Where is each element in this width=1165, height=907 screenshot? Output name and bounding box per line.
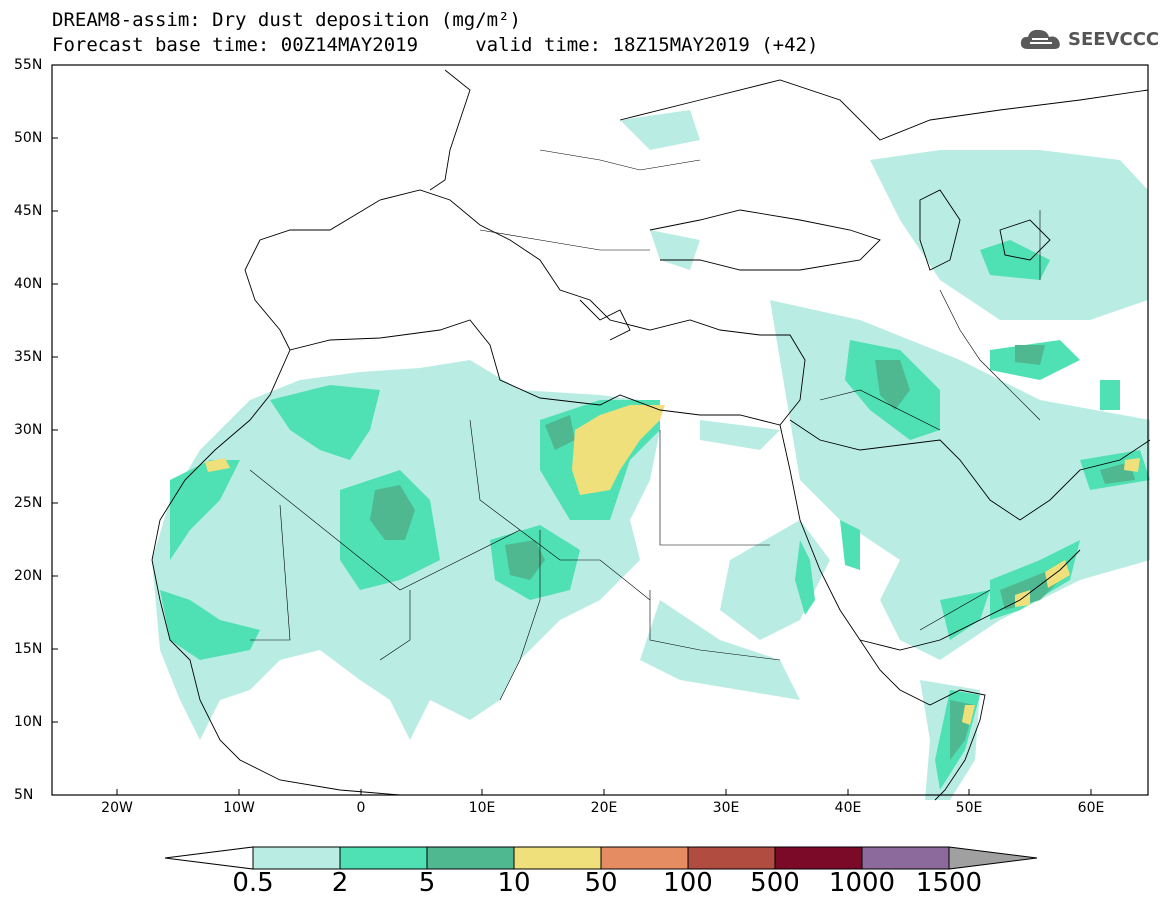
- colorbar-bin-4: [600, 846, 689, 870]
- colorbar-label: 500: [750, 868, 800, 898]
- coastlines: [151, 69, 1151, 801]
- lat-label-15n: 15N: [14, 641, 43, 657]
- lat-label-20n: 20N: [14, 568, 43, 584]
- logo: SEEVCCC: [1018, 25, 1159, 53]
- lat-label-55n: 55N: [14, 57, 43, 73]
- cloud-icon: [1020, 29, 1060, 49]
- colorbar: [164, 846, 1038, 870]
- colorbar-bin-5: [687, 846, 776, 870]
- lon-label-0: 0: [356, 800, 366, 816]
- lon-label-50e: 50E: [955, 800, 983, 816]
- colorbar-bin-6: [774, 846, 863, 870]
- lat-label-40n: 40N: [14, 276, 43, 292]
- colorbar-over-triangle: [948, 846, 1038, 870]
- lon-label-10e: 10E: [468, 800, 496, 816]
- colorbar-label: 1500: [915, 868, 983, 898]
- lat-label-50n: 50N: [14, 130, 43, 146]
- lon-label-20w: 20W: [101, 800, 133, 816]
- lon-label-60e: 60E: [1077, 800, 1105, 816]
- colorbar-label: 50: [584, 868, 618, 898]
- colorbar-under-triangle: [164, 846, 254, 870]
- lon-label-10w: 10W: [223, 800, 255, 816]
- colorbar-bin-7: [861, 846, 950, 870]
- borders: [249, 149, 1041, 701]
- lat-label-10n: 10N: [14, 714, 43, 730]
- lat-label-30n: 30N: [14, 422, 43, 438]
- logo-text: SEEVCCC: [1068, 28, 1160, 50]
- lat-label-25n: 25N: [14, 495, 43, 511]
- colorbar-label: 1000: [828, 868, 896, 898]
- dust-field: [152, 110, 1150, 800]
- map-title: DREAM8-assim: Dry dust deposition (mg/m²…: [52, 9, 521, 31]
- lon-label-20e: 20E: [590, 800, 618, 816]
- colorbar-bin-3: [513, 846, 602, 870]
- axis-ticks: [52, 64, 1092, 795]
- colorbar-bin-0: [252, 846, 341, 870]
- colorbar-bin-1: [339, 846, 428, 870]
- colorbar-label: 100: [663, 868, 713, 898]
- lat-label-45n: 45N: [14, 203, 43, 219]
- colorbar-label: 5: [418, 868, 436, 898]
- colorbar-bin-2: [426, 846, 515, 870]
- colorbar-label: 2: [331, 868, 349, 898]
- lat-label-35n: 35N: [14, 349, 43, 365]
- lat-label-5n: 5N: [14, 787, 34, 803]
- map-subtitle: Forecast base time: 00Z14MAY2019 valid t…: [52, 34, 819, 56]
- lon-label-30e: 30E: [712, 800, 740, 816]
- colorbar-label: 0.5: [232, 868, 274, 898]
- lon-label-40e: 40E: [834, 800, 862, 816]
- colorbar-label: 10: [497, 868, 531, 898]
